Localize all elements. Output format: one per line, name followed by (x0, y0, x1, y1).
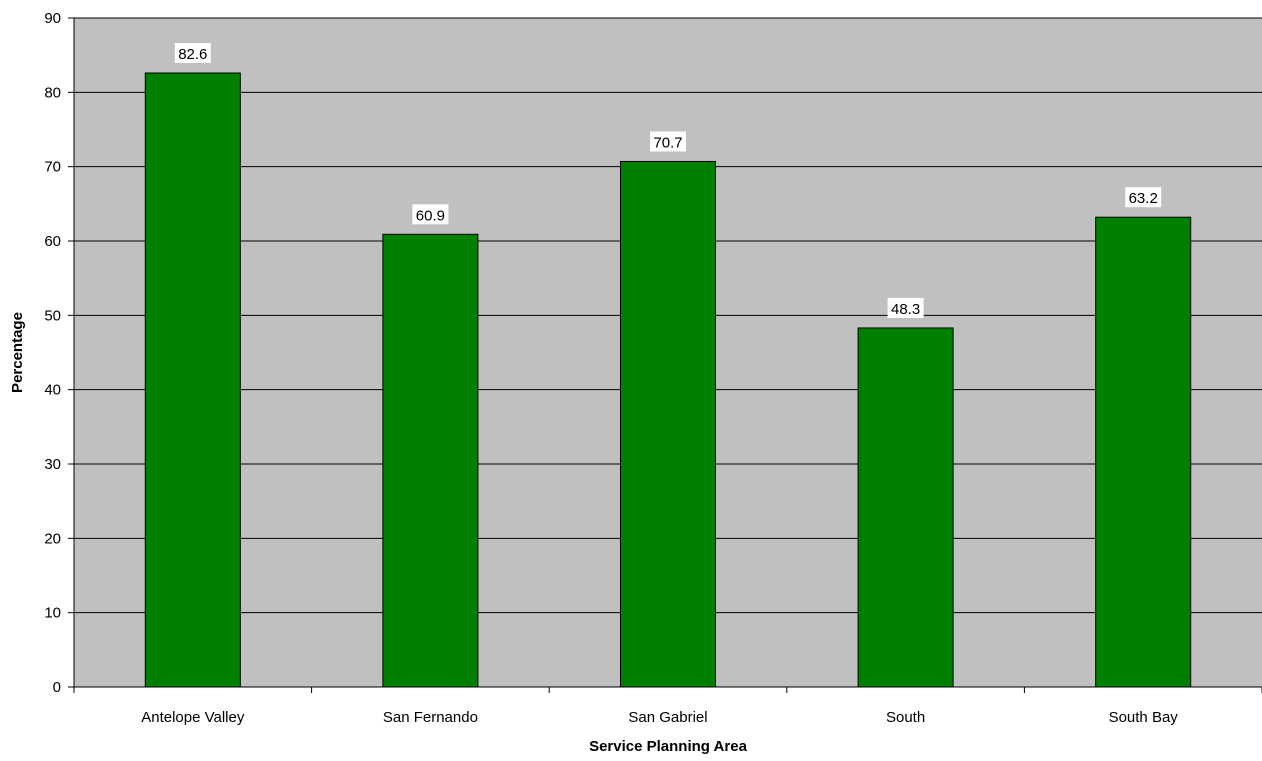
x-tick-label: South (886, 709, 925, 726)
y-tick-label: 20 (44, 530, 61, 547)
data-label-background (1125, 187, 1162, 208)
data-label-background (174, 43, 211, 64)
data-label-background (887, 297, 924, 318)
y-tick-label: 80 (44, 84, 61, 101)
y-tick-label: 40 (44, 382, 61, 399)
x-tick-label: Antelope Valley (141, 709, 245, 726)
bar-south-bay (1095, 216, 1192, 688)
data-label: 60.9 (416, 207, 445, 224)
y-tick-label: 60 (44, 233, 61, 250)
data-label-background (650, 131, 686, 152)
y-tick-label: 30 (44, 456, 61, 473)
bars (144, 72, 1192, 688)
bar-san-fernando (382, 233, 479, 688)
y-tick-label: 90 (44, 10, 61, 27)
y-tick-label: 0 (53, 679, 61, 696)
x-axis-title: Service Planning Area (589, 738, 748, 755)
y-axis-ticks: 0 10 20 30 40 50 60 70 80 90 (44, 10, 74, 696)
x-tick-label: South Bay (1109, 709, 1179, 726)
x-tick-label: San Fernando (383, 709, 478, 726)
data-label: 70.7 (653, 134, 682, 151)
data-labels: 82.6 60.9 70.7 48.3 63.2 (174, 43, 1162, 318)
data-label: 48.3 (891, 301, 920, 318)
bar-san-gabriel (619, 160, 717, 688)
bar-south (857, 327, 954, 688)
y-tick-label: 70 (44, 159, 61, 176)
data-label: 63.2 (1129, 190, 1158, 207)
y-tick-label: 10 (44, 605, 61, 622)
data-label-background (412, 204, 449, 225)
bar-antelope-valley (144, 72, 241, 688)
data-label: 82.6 (178, 46, 207, 63)
x-axis-ticks: Antelope Valley San Fernando San Gabriel So… (73, 687, 1262, 726)
x-tick-label: San Gabriel (628, 709, 707, 726)
y-tick-label: 50 (44, 307, 61, 324)
y-axis-title: Percentage (9, 312, 26, 393)
